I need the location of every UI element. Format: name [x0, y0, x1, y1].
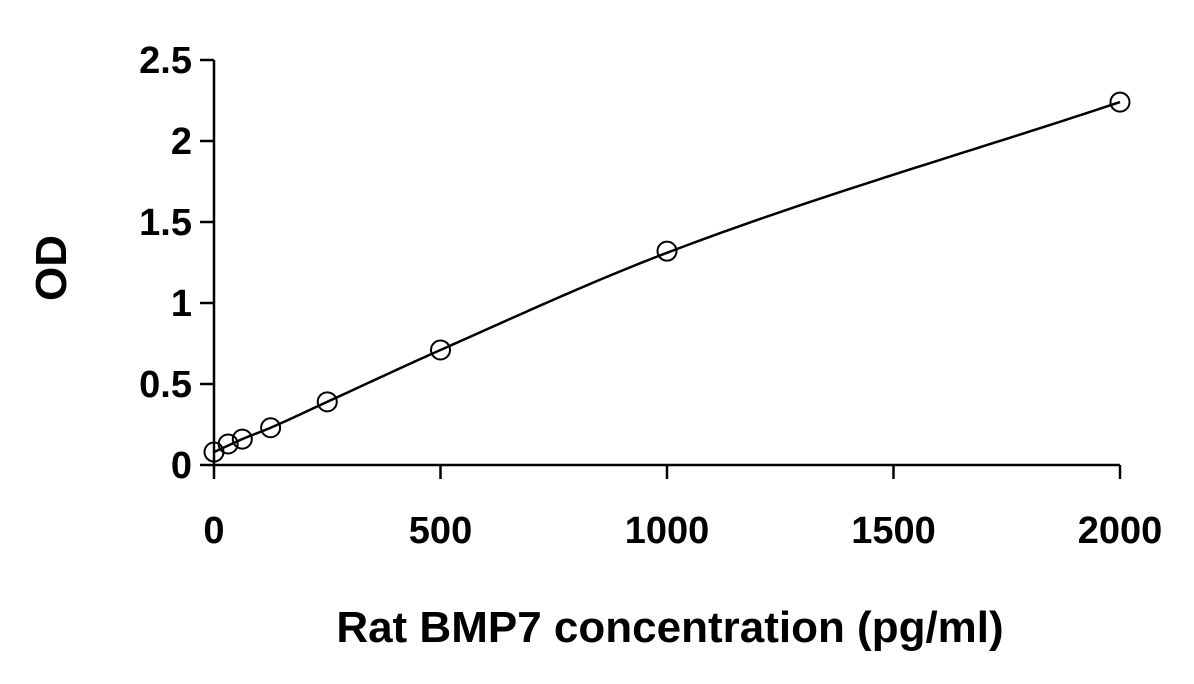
y-tick-label: 2	[171, 121, 192, 163]
x-tick-label: 0	[203, 510, 224, 552]
y-tick-label: 2.5	[139, 40, 192, 82]
x-tick-label: 1000	[625, 510, 710, 552]
y-tick-label: 0.5	[139, 364, 192, 406]
fit-curve	[213, 100, 1121, 454]
data-point	[231, 428, 253, 450]
data-point	[430, 339, 451, 361]
x-tick-label: 500	[409, 510, 472, 552]
data-point	[260, 417, 282, 439]
fit-curve-group	[213, 100, 1121, 454]
y-tick-label: 0	[171, 445, 192, 487]
x-tick-label: 1500	[851, 510, 936, 552]
x-tick-label: 2000	[1078, 510, 1163, 552]
data-point	[1109, 91, 1131, 113]
tick-labels-group: 0 0.5 1 1.5 2 2.5 0 500 1000 1500 2000	[139, 40, 1162, 552]
y-tick-label: 1.5	[139, 202, 192, 244]
data-point	[217, 433, 239, 455]
data-point	[316, 391, 338, 413]
data-points-group	[203, 91, 1131, 463]
data-point	[656, 240, 678, 262]
axes	[200, 58, 1122, 479]
y-axis-title: OD	[27, 235, 76, 301]
y-tick-label: 1	[171, 283, 192, 325]
x-axis-title: Rat BMP7 concentration (pg/ml)	[336, 603, 1003, 652]
